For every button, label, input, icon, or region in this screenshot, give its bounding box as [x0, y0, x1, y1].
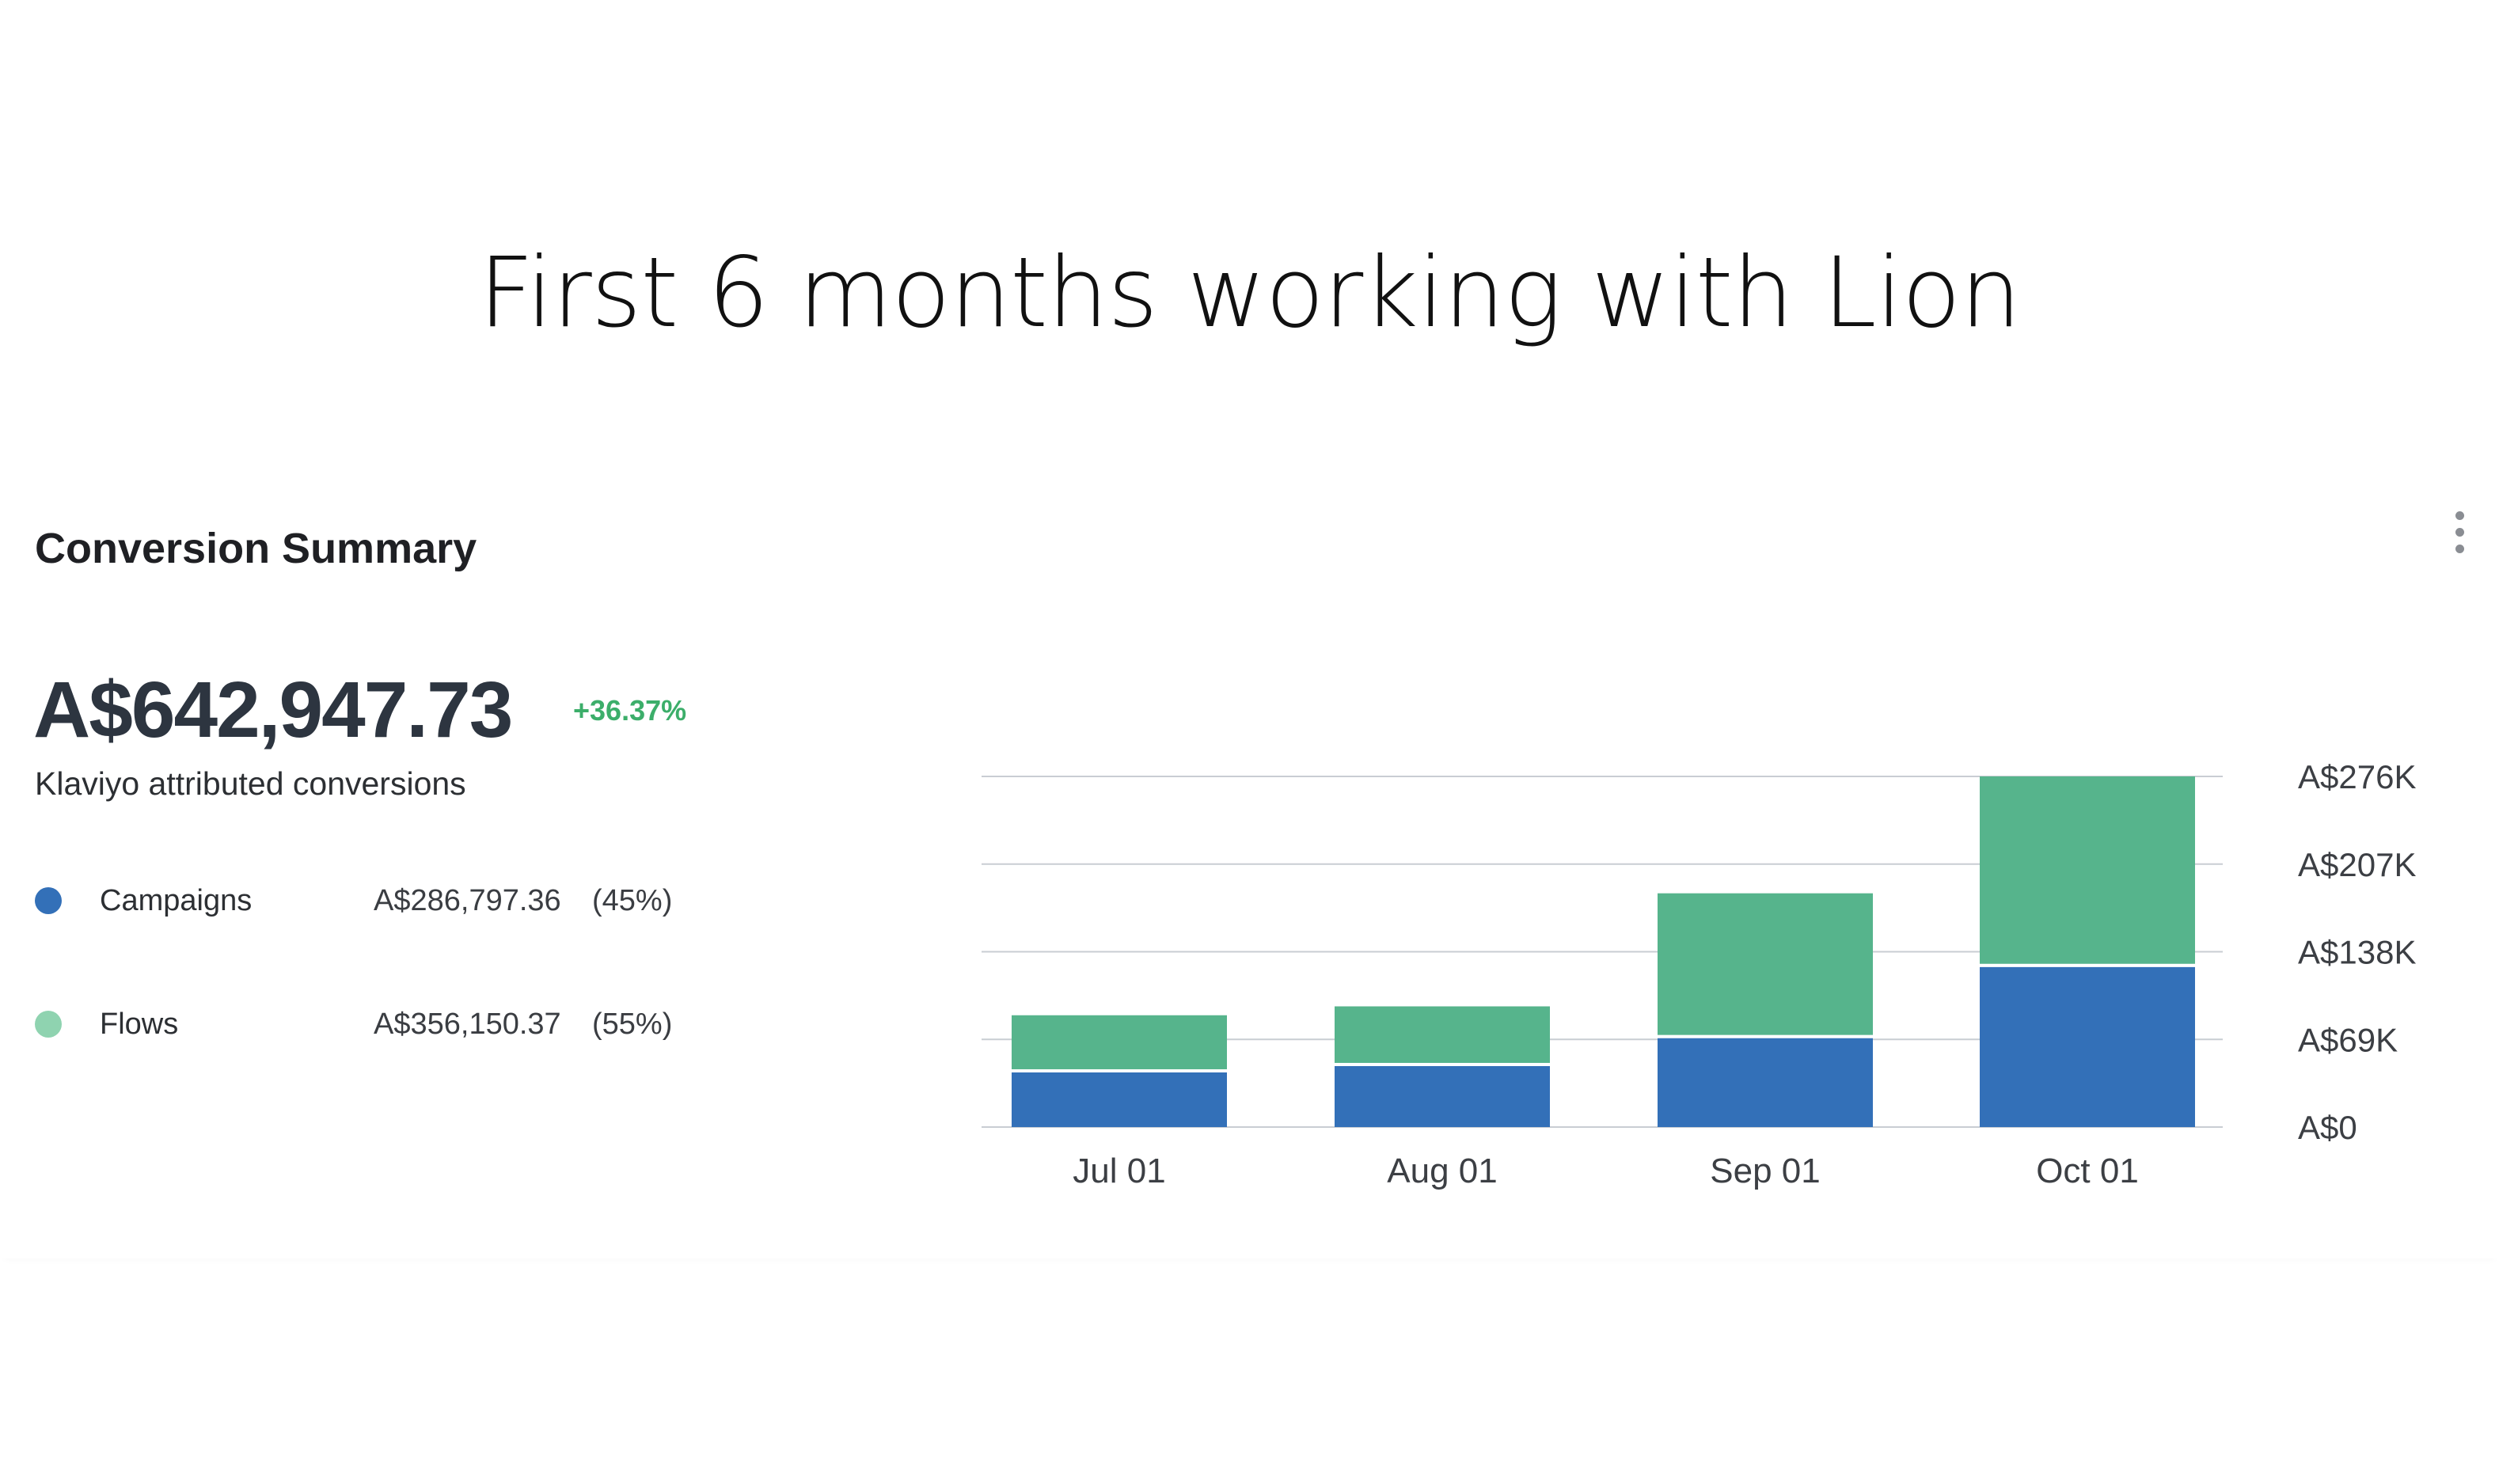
bar-flows-sep-01	[1658, 893, 1873, 1035]
change-percent-badge: +36.37%	[573, 694, 687, 727]
x-tick-label: Sep 01	[1710, 1152, 1820, 1190]
legend-percent: (55%)	[592, 1008, 673, 1041]
bar-flows-oct-01	[1980, 776, 2195, 964]
stacked-bar-chart: A$0 A$69K A$138K A$207K A$276K Jul 01 Aug 01 Se…	[982, 758, 2416, 1190]
legend-item-flows: Flows A$356,150.37 (55%)	[0, 1000, 712, 1048]
legend-value: A$356,150.37	[374, 1008, 561, 1041]
y-tick-label: A$207K	[2298, 846, 2416, 883]
legend-value: A$286,797.36	[374, 884, 561, 917]
bar-segment-separator	[1335, 1062, 1550, 1066]
y-tick-label: A$138K	[2298, 934, 2416, 971]
bar-campaigns-aug-01	[1335, 1065, 1550, 1127]
bar-segment-separator	[1012, 1068, 1227, 1072]
bar-flows-aug-01	[1335, 1006, 1550, 1063]
x-tick-label: Oct 01	[2036, 1152, 2139, 1190]
legend-name: Flows	[100, 1008, 179, 1041]
bar-campaigns-oct-01	[1980, 966, 2195, 1127]
bar-campaigns-jul-01	[1012, 1072, 1227, 1127]
bar-segment-separator	[1658, 1034, 1873, 1038]
y-tick-label: A$276K	[2298, 758, 2416, 795]
y-tick-label: A$69K	[2298, 1021, 2398, 1058]
total-conversions-label: Klaviyo attributed conversions	[35, 765, 466, 802]
x-tick-label: Jul 01	[1073, 1152, 1165, 1190]
headline: First 6 months working with Lion	[478, 237, 2021, 349]
y-tick-label: A$0	[2298, 1109, 2357, 1146]
card-title: Conversion Summary	[35, 525, 477, 572]
total-conversions-value: A$642,947.73	[33, 666, 513, 754]
legend-dot-flows	[35, 1011, 62, 1038]
bar-campaigns-sep-01	[1658, 1038, 1873, 1127]
kebab-vertical-icon[interactable]	[2449, 505, 2473, 560]
conversion-summary-card: Conversion Summary A$642,947.73 +36.37% …	[0, 475, 2499, 1258]
bar-flows-jul-01	[1012, 1015, 1227, 1069]
legend-percent: (45%)	[592, 884, 673, 917]
legend-item-campaigns: Campaigns A$286,797.36 (45%)	[0, 877, 712, 924]
bar-segment-separator	[1980, 963, 2195, 967]
legend-dot-campaigns	[35, 887, 62, 914]
x-tick-label: Aug 01	[1387, 1152, 1497, 1190]
legend-name: Campaigns	[100, 884, 253, 917]
